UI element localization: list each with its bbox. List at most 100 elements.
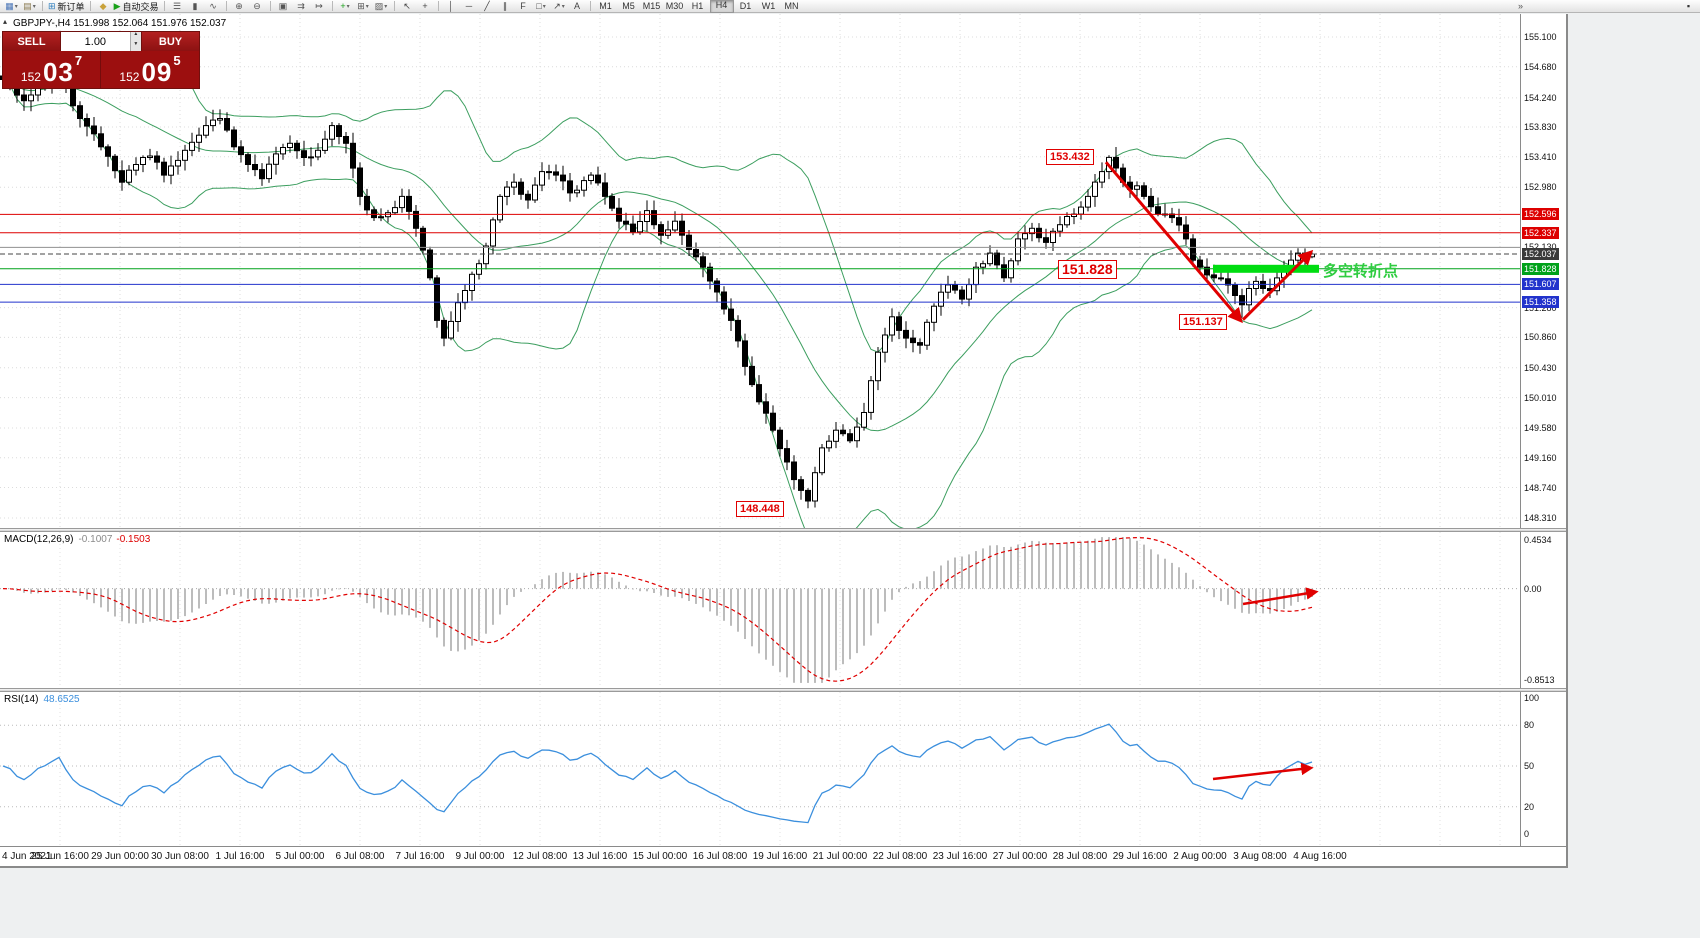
chart-window: 155.100 154.680 154.240 153.830 153.410 152.9… — [0, 14, 1568, 868]
time-axis-label: 3 Aug 08:00 — [1233, 851, 1287, 862]
toolbar-separator — [225, 1, 227, 11]
sell-price-big: 03 — [42, 57, 74, 87]
price-axis-label: 152.037 — [1522, 248, 1559, 260]
time-axis-label: 6 Jul 08:00 — [335, 851, 385, 862]
rsi-label: RSI(14) 48.6525 — [4, 694, 80, 705]
indicators-icon: + — [340, 0, 346, 11]
timeframe-mn-button[interactable]: MN — [784, 0, 799, 11]
peak-price-tag[interactable]: 153.432 — [1046, 149, 1094, 165]
text-button[interactable]: A — [569, 0, 586, 12]
one-click-collapse-icon[interactable]: ▴ — [3, 17, 8, 26]
horizontal-line-button[interactable]: ─ — [461, 0, 478, 12]
new-chart-button[interactable]: ▦ ▾ — [3, 0, 20, 12]
crosshair-icon: + — [422, 0, 428, 11]
timeframe-m5-button[interactable]: M5 — [622, 0, 635, 11]
time-axis-label: 7 Jul 16:00 — [395, 851, 445, 862]
timeframe-m1-button[interactable]: M1 — [599, 0, 612, 11]
timeframe-m30-button[interactable]: M30 — [665, 0, 684, 11]
profiles-icon: ▤ — [23, 0, 32, 11]
toolbar-separator — [589, 1, 591, 11]
time-axis-label: 9 Jul 00:00 — [455, 851, 505, 862]
price-axis-label: 154.680 — [1524, 62, 1557, 72]
dropdown-caret-icon: ▾ — [365, 3, 369, 10]
mql-wizard-button[interactable]: ◆ — [95, 0, 112, 12]
macd-indicator[interactable] — [0, 532, 1520, 688]
time-axis-label: 29 Jul 16:00 — [1112, 851, 1168, 862]
sell-price[interactable]: 152 03 7 — [3, 51, 101, 88]
crosshair-button[interactable]: + — [417, 0, 434, 12]
timeframe-m15-button[interactable]: M15 — [642, 0, 661, 11]
price-axis-label: 151.828 — [1522, 263, 1559, 275]
timeframe-d1-button[interactable]: D1 — [739, 0, 752, 11]
arrows-icon: ↗ — [553, 0, 561, 11]
shapes-button[interactable]: □ ▾ — [533, 0, 550, 12]
buy-button[interactable]: BUY — [142, 32, 199, 51]
autotrading-button[interactable]: ▶ 自动交易 — [113, 0, 160, 12]
sell-price-prefix: 152 — [20, 70, 41, 84]
time-axis[interactable]: 4 Jun 2021 25 Jun 16:00 29 Jun 00:00 30 Jun… — [0, 846, 1566, 866]
zoom-in-button[interactable]: ⊕ — [231, 0, 248, 12]
turning-point-text[interactable]: 多空转折点 — [1323, 263, 1399, 280]
bar-chart-button[interactable]: ☰ — [169, 0, 186, 12]
macd-panel-separator[interactable] — [0, 528, 1566, 532]
zoom-out-button[interactable]: ⊖ — [249, 0, 266, 12]
autotrading-icon: ▶ — [113, 0, 121, 11]
toolbar-expand-icon: » — [1517, 0, 1523, 11]
line-chart-icon: ∿ — [209, 0, 217, 11]
rsi-axis-label: 100 — [1524, 693, 1540, 703]
time-axis-label: 25 Jun 16:00 — [31, 851, 89, 862]
dropdown-caret-icon: ▾ — [14, 3, 18, 10]
timeframe-w1-button[interactable]: W1 — [761, 0, 776, 11]
toolbar-expand-button[interactable]: » — [1512, 0, 1529, 12]
window-menu-icon: ▪ — [1686, 0, 1691, 11]
macd-signal-value: -0.1503 — [116, 534, 151, 545]
profiles-button[interactable]: ▤ ▾ — [21, 0, 38, 12]
new-order-button[interactable]: ⊞ 新订单 — [47, 0, 86, 12]
volume-down-icon[interactable]: ▼ — [130, 41, 141, 51]
sell-button[interactable]: SELL — [3, 32, 60, 51]
time-axis-label: 23 Jul 16:00 — [932, 851, 988, 862]
candlestick-chart-button[interactable]: ▮ — [187, 0, 204, 12]
chart-shift-button[interactable]: ↦ — [311, 0, 328, 12]
rsi-panel-separator[interactable] — [0, 688, 1566, 692]
price-axis-label: 152.130 — [1524, 242, 1557, 252]
price-axis-label: 151.358 — [1522, 296, 1559, 308]
price-axis-label: 150.860 — [1524, 332, 1557, 342]
fibonacci-button[interactable]: F — [515, 0, 532, 12]
arrows-button[interactable]: ↗ ▾ — [551, 0, 568, 12]
toolbar-separator — [393, 1, 395, 11]
price-chart[interactable] — [0, 14, 1520, 528]
window-menu-button[interactable]: ▪ — [1680, 0, 1697, 12]
volume-up-icon[interactable]: ▲ — [130, 32, 141, 42]
rsi-indicator[interactable] — [0, 692, 1520, 846]
buy-price-sup: 5 — [173, 53, 181, 68]
cursor-button[interactable]: ↖ — [399, 0, 416, 12]
bottom-price-tag[interactable]: 148.448 — [736, 501, 784, 517]
buy-price[interactable]: 152 09 5 — [101, 51, 199, 88]
bar-chart-icon: ☰ — [172, 0, 182, 11]
line-chart-button[interactable]: ∿ — [205, 0, 222, 12]
channel-button[interactable]: ∥ — [497, 0, 514, 12]
periods-button[interactable]: ⊞ ▾ — [355, 0, 372, 12]
dropdown-caret-icon: ▾ — [32, 3, 36, 10]
rsi-value: 48.6525 — [43, 694, 80, 705]
timeframe-h4-button[interactable]: H4 — [709, 0, 734, 13]
tile-windows-button[interactable]: ▣ — [275, 0, 292, 12]
vertical-line-button[interactable]: │ — [443, 0, 460, 12]
price-axis[interactable]: 155.100 154.680 154.240 153.830 153.410 152.9… — [1520, 14, 1566, 846]
trendline-button[interactable]: ╱ — [479, 0, 496, 12]
time-axis-label: 29 Jun 00:00 — [91, 851, 149, 862]
low-price-tag[interactable]: 151.137 — [1179, 314, 1227, 330]
auto-scroll-button[interactable]: ⇉ — [293, 0, 310, 12]
templates-button[interactable]: ▨ ▾ — [373, 0, 390, 12]
rsi-axis-label: 0 — [1524, 829, 1530, 839]
volume-input[interactable] — [61, 32, 130, 51]
dropdown-caret-icon: ▾ — [346, 3, 350, 10]
new-order-icon: ⊞ — [48, 0, 56, 11]
timeframe-h1-button[interactable]: H1 — [691, 0, 704, 11]
time-axis-label: 2 Aug 00:00 — [1173, 851, 1227, 862]
price-axis-label: 154.240 — [1524, 93, 1557, 103]
level-price-tag[interactable]: 151.828 — [1058, 260, 1117, 279]
indicators-button[interactable]: + ▾ — [337, 0, 354, 12]
